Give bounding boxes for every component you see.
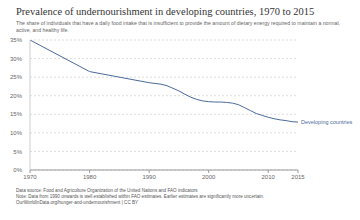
- svg-text:5%: 5%: [13, 149, 22, 155]
- svg-text:1970: 1970: [23, 174, 37, 180]
- svg-text:2015: 2015: [291, 174, 305, 180]
- html-text:OurWorldInData.org/hunger-and-: OurWorldInData.org/hunger-and-undernouri…: [16, 199, 139, 205]
- svg-text:30%: 30%: [10, 56, 23, 62]
- svg-text:10%: 10%: [10, 130, 23, 136]
- svg-text:15%: 15%: [10, 111, 23, 117]
- svg-text:2010: 2010: [262, 174, 276, 180]
- svg-text:1980: 1980: [83, 174, 97, 180]
- html-text:The share of individuals that: The share of individuals that have a dai…: [16, 20, 340, 33]
- html-text:Note: Data from 1990 onwards i: Note: Data from 1990 onwards is well est…: [16, 193, 265, 199]
- svg-text:25%: 25%: [10, 74, 23, 80]
- svg-text:Developing countries: Developing countries: [301, 119, 352, 125]
- svg-text:20%: 20%: [10, 93, 23, 99]
- svg-text:35%: 35%: [10, 37, 23, 43]
- html-text:Data source: Food and Agricult: Data source: Food and Agriculture Organi…: [16, 188, 198, 193]
- svg-text:1990: 1990: [142, 174, 156, 180]
- svg-text:0%: 0%: [13, 167, 22, 173]
- html-text:Prevalence of undernourishment: Prevalence of undernourishment in develo…: [16, 6, 315, 17]
- svg-text:2000: 2000: [202, 174, 216, 180]
